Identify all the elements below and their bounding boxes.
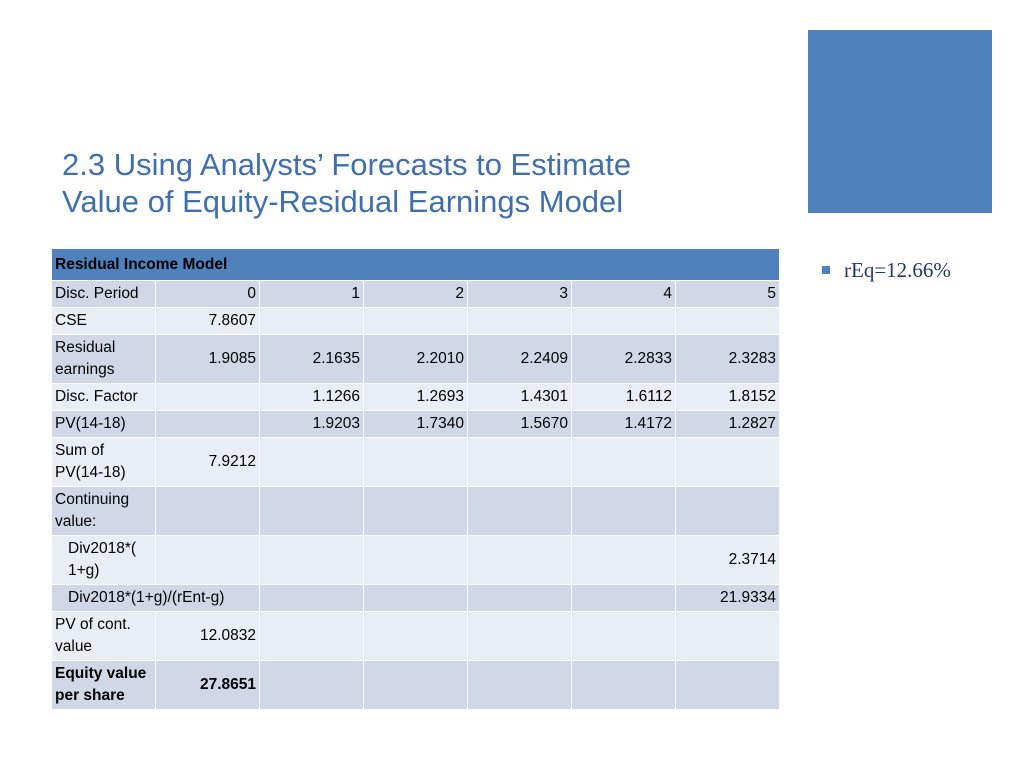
bullet-item: rEq=12.66% xyxy=(822,258,951,283)
row-label: Disc. Factor xyxy=(51,383,156,411)
table-cell xyxy=(259,535,364,585)
table-cell xyxy=(571,584,676,612)
table-row-residual-earnings: Residual earnings 1.9085 2.1635 2.2010 2… xyxy=(51,334,780,384)
table-cell: 1.2693 xyxy=(363,383,468,411)
table-cell xyxy=(467,660,572,710)
table-row-continuing-value: Continuing value: xyxy=(51,486,780,536)
table-cell xyxy=(259,307,364,335)
table-header-row: Residual Income Model xyxy=(51,248,780,281)
table-cell xyxy=(155,535,260,585)
table-cell xyxy=(571,307,676,335)
table-cell xyxy=(571,437,676,487)
table-row-terminal-value: Div2018*(1+g)/(rEnt-g) 21.9334 xyxy=(51,584,780,612)
table-cell xyxy=(363,584,468,612)
table-cell xyxy=(259,584,364,612)
table-cell xyxy=(467,437,572,487)
table-cell: 2.3714 xyxy=(675,535,780,585)
table-cell: 2.2833 xyxy=(571,334,676,384)
row-label: PV(14-18) xyxy=(51,410,156,438)
accent-box xyxy=(808,30,992,213)
table-cell: 27.8651 xyxy=(155,660,260,710)
table-cell xyxy=(363,660,468,710)
table-row-disc-factor: Disc. Factor 1.1266 1.2693 1.4301 1.6112… xyxy=(51,383,780,411)
table-cell xyxy=(675,437,780,487)
table-cell xyxy=(571,660,676,710)
table-cell xyxy=(155,486,260,536)
table-cell xyxy=(259,437,364,487)
table-cell xyxy=(467,486,572,536)
table-cell: 2.2010 xyxy=(363,334,468,384)
table-cell xyxy=(363,486,468,536)
table-cell: 1.9085 xyxy=(155,334,260,384)
table-cell: 0 xyxy=(155,280,260,308)
table-cell: 1 xyxy=(259,280,364,308)
row-label: Residual earnings xyxy=(51,334,156,384)
table-cell: 2 xyxy=(363,280,468,308)
table-cell xyxy=(155,410,260,438)
table-row-div2018: Div2018*( 1+g) 2.3714 xyxy=(51,535,780,585)
residual-income-table: Residual Income Model Disc. Period 0 1 2… xyxy=(51,248,780,710)
table-cell xyxy=(259,611,364,661)
table-cell xyxy=(467,307,572,335)
table-cell xyxy=(363,611,468,661)
table-cell xyxy=(259,660,364,710)
table-cell xyxy=(571,535,676,585)
table-row-pv: PV(14-18) 1.9203 1.7340 1.5670 1.4172 1.… xyxy=(51,410,780,438)
table-cell: 1.5670 xyxy=(467,410,572,438)
table-cell xyxy=(571,611,676,661)
table-cell: 2.1635 xyxy=(259,334,364,384)
slide-title-line-1: 2.3 Using Analysts’ Forecasts to Estimat… xyxy=(62,147,632,182)
table-cell: 1.4172 xyxy=(571,410,676,438)
table-cell: 7.8607 xyxy=(155,307,260,335)
slide-title: 2.3 Using Analysts’ Forecasts to Estimat… xyxy=(62,146,782,220)
row-label: CSE xyxy=(51,307,156,335)
table-cell: 1.1266 xyxy=(259,383,364,411)
table-cell xyxy=(675,486,780,536)
table-cell xyxy=(675,660,780,710)
slide-title-line-2: Value of Equity-Residual Earnings Model xyxy=(62,184,624,219)
table-row-cse: CSE 7.8607 xyxy=(51,307,780,335)
row-label: Continuing value: xyxy=(51,486,156,536)
table-cell: 3 xyxy=(467,280,572,308)
table-header: Residual Income Model xyxy=(51,248,780,281)
row-label: Sum of PV(14-18) xyxy=(51,437,156,487)
row-label: Div2018*(1+g)/(rEnt-g) xyxy=(51,584,260,612)
table-cell: 1.4301 xyxy=(467,383,572,411)
table-cell: 5 xyxy=(675,280,780,308)
table-cell xyxy=(467,584,572,612)
table-cell xyxy=(467,611,572,661)
row-label: PV of cont. value xyxy=(51,611,156,661)
square-bullet-icon xyxy=(822,265,830,274)
table-row-sum-pv: Sum of PV(14-18) 7.9212 xyxy=(51,437,780,487)
table-cell xyxy=(259,486,364,536)
row-label: Disc. Period xyxy=(51,280,156,308)
table-cell: 1.8152 xyxy=(675,383,780,411)
table-cell xyxy=(363,535,468,585)
table-cell: 1.2827 xyxy=(675,410,780,438)
table-cell xyxy=(675,611,780,661)
table-cell xyxy=(675,307,780,335)
bullet-text: rEq=12.66% xyxy=(844,258,951,282)
table-cell: 2.3283 xyxy=(675,334,780,384)
table-cell xyxy=(363,307,468,335)
table-cell xyxy=(155,383,260,411)
row-label: Equity value per share xyxy=(51,660,156,710)
table-cell xyxy=(363,437,468,487)
table-cell xyxy=(467,535,572,585)
table-row-equity-value: Equity value per share 27.8651 xyxy=(51,660,780,710)
table-cell: 2.2409 xyxy=(467,334,572,384)
row-label: Div2018*( 1+g) xyxy=(51,535,156,585)
table-row-disc-period: Disc. Period 0 1 2 3 4 5 xyxy=(51,280,780,308)
table-cell: 4 xyxy=(571,280,676,308)
table-cell: 21.9334 xyxy=(675,584,780,612)
table-cell: 1.9203 xyxy=(259,410,364,438)
table-cell: 1.7340 xyxy=(363,410,468,438)
table-cell: 12.0832 xyxy=(155,611,260,661)
table-row-pv-cont-value: PV of cont. value 12.0832 xyxy=(51,611,780,661)
table-cell: 7.9212 xyxy=(155,437,260,487)
table-cell xyxy=(571,486,676,536)
table-cell: 1.6112 xyxy=(571,383,676,411)
